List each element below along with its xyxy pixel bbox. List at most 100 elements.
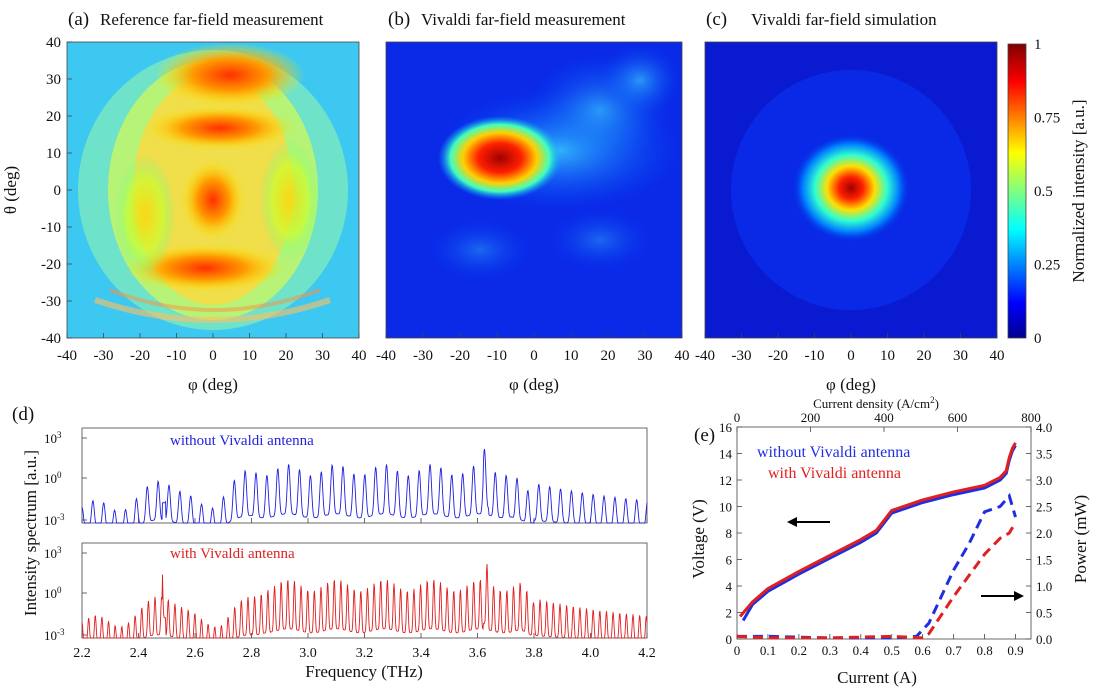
x-tick-label: 3.6 bbox=[469, 646, 487, 661]
x-tick-label: 40 bbox=[675, 348, 690, 364]
y-tick-label: -30 bbox=[41, 294, 61, 310]
ylabel-d: Intensity spectrum [a.u.] bbox=[21, 450, 40, 616]
panel-c-title: Vivaldi far-field simulation bbox=[751, 10, 937, 29]
y2-tick-label: 0.0 bbox=[1036, 632, 1052, 647]
xlabel-a: φ (deg) bbox=[188, 375, 238, 394]
heatmap-a bbox=[67, 42, 359, 338]
x-tick-label: -30 bbox=[413, 348, 433, 364]
x-tick-label: 2.6 bbox=[186, 646, 204, 661]
x-tick-label: 40 bbox=[990, 348, 1005, 364]
x-tick-label: 2.4 bbox=[130, 646, 148, 661]
ylabel-a: θ (deg) bbox=[1, 166, 20, 214]
x-tick-label: 0 bbox=[530, 348, 538, 364]
xlabel-c: φ (deg) bbox=[826, 375, 876, 394]
top-xlabel-e: Current density (A/cm2) bbox=[813, 395, 939, 411]
y2-tick-label: 1.5 bbox=[1036, 553, 1052, 568]
top-tick-label: 800 bbox=[1021, 410, 1041, 425]
x-tick-label: 20 bbox=[279, 348, 294, 364]
y2label-e: Power (mW) bbox=[1071, 495, 1090, 583]
x-tick-label: 2.2 bbox=[73, 646, 91, 661]
xlabel-b: φ (deg) bbox=[509, 375, 559, 394]
x-tick-label: -10 bbox=[167, 348, 187, 364]
colorbar-tick-label: 0.5 bbox=[1034, 184, 1053, 200]
x-tick-label: -40 bbox=[376, 348, 396, 364]
x-tick-label: 40 bbox=[352, 348, 367, 364]
panel-d-label: (d) bbox=[12, 404, 34, 425]
x-tick-label: 0 bbox=[734, 643, 741, 658]
x-tick-label: 30 bbox=[315, 348, 330, 364]
axes-b: -40 -30 -20 -10 0 10 20 30 40 bbox=[376, 333, 690, 364]
x-tick-label: 0.3 bbox=[822, 643, 838, 658]
y-tick-label: 103 bbox=[44, 545, 62, 561]
x-tick-label: -20 bbox=[130, 348, 150, 364]
top-tick-label: 600 bbox=[948, 410, 968, 425]
y-tick-label: 30 bbox=[46, 72, 61, 88]
y2-tick-label: 0.5 bbox=[1036, 606, 1052, 621]
panel-b-label: (b) bbox=[388, 9, 410, 30]
spectrum-line-with bbox=[81, 563, 648, 639]
top-tick-label: 200 bbox=[801, 410, 821, 425]
x-tick-label: 10 bbox=[564, 348, 579, 364]
x-tick-label: -30 bbox=[732, 348, 752, 364]
x-tick-label: 0 bbox=[847, 348, 855, 364]
y-tick-label: 12 bbox=[719, 473, 732, 488]
x-tick-label: 0.9 bbox=[1007, 643, 1023, 658]
y-tick-label: 40 bbox=[46, 35, 61, 51]
heatmap-c bbox=[705, 42, 997, 338]
x-tick-label: -40 bbox=[57, 348, 77, 364]
panel-c-label: (c) bbox=[706, 9, 727, 30]
y-tick-label: 10 bbox=[719, 500, 732, 515]
y-tick-label: -20 bbox=[41, 257, 61, 273]
power-line bbox=[736, 521, 1017, 640]
y-tick-label: 8 bbox=[726, 526, 733, 541]
x-tick-label: 20 bbox=[601, 348, 616, 364]
y2-tick-label: 2.5 bbox=[1036, 500, 1052, 515]
y-tick-label: 100 bbox=[44, 470, 62, 486]
x-tick-label: 0.1 bbox=[760, 643, 776, 658]
colorbar-tick-label: 0.75 bbox=[1034, 111, 1060, 127]
voltage-line bbox=[738, 442, 1017, 618]
x-tick-label: 0.7 bbox=[946, 643, 963, 658]
y2-tick-label: 3.5 bbox=[1036, 447, 1052, 462]
top-tick-label: 0 bbox=[734, 410, 741, 425]
y2-tick-label: 2.0 bbox=[1036, 526, 1052, 541]
x-tick-label: 0.6 bbox=[915, 643, 932, 658]
y-tick-label: 10 bbox=[46, 146, 61, 162]
legend-d-without: without Vivaldi antenna bbox=[170, 433, 314, 449]
y-tick-label: 10-3 bbox=[44, 512, 65, 528]
y-tick-label: 103 bbox=[44, 430, 62, 446]
x-tick-label: 3.2 bbox=[356, 646, 374, 661]
colorbar-tick-label: 0 bbox=[1034, 331, 1042, 347]
panel-a-title: Reference far-field measurement bbox=[100, 10, 324, 29]
legend-e-with: with Vivaldi antenna bbox=[768, 465, 901, 482]
axes-c: -40 -30 -20 -10 0 10 20 30 40 bbox=[695, 333, 1005, 364]
xlabel-d: Frequency (THz) bbox=[305, 662, 423, 681]
x-tick-label: -20 bbox=[450, 348, 470, 364]
heatmap-b bbox=[386, 42, 682, 338]
colorbar-label: Normalized intensity [a.u.] bbox=[1069, 99, 1088, 282]
x-tick-label: 3.4 bbox=[412, 646, 430, 661]
x-tick-label: 0.8 bbox=[976, 643, 992, 658]
x-tick-label: 0.2 bbox=[791, 643, 807, 658]
legend-e-without: without Vivaldi antenna bbox=[757, 444, 910, 461]
x-tick-label: 3.0 bbox=[299, 646, 317, 661]
colorbar-ticks: 1 0.75 0.5 0.25 0 bbox=[1034, 37, 1060, 347]
colorbar-tick-label: 0.25 bbox=[1034, 258, 1060, 274]
spectrum-line-without bbox=[81, 448, 648, 524]
x-tick-label: 0.5 bbox=[884, 643, 900, 658]
panel-a-label: (a) bbox=[68, 9, 89, 30]
x-tick-label: 20 bbox=[917, 348, 932, 364]
y2-tick-label: 3.0 bbox=[1036, 473, 1052, 488]
y-tick-label: 100 bbox=[44, 585, 62, 601]
x-tick-label: 0.4 bbox=[853, 643, 870, 658]
x-tick-label: 3.8 bbox=[525, 646, 543, 661]
y-tick-label: -40 bbox=[41, 331, 61, 347]
x-tick-label: 10 bbox=[880, 348, 895, 364]
xlabel-e: Current (A) bbox=[837, 668, 917, 687]
top-tick-label: 400 bbox=[874, 410, 894, 425]
y-tick-label: -10 bbox=[41, 220, 61, 236]
y-tick-label: 0 bbox=[726, 632, 733, 647]
legend-d-with: with Vivaldi antenna bbox=[170, 546, 295, 562]
